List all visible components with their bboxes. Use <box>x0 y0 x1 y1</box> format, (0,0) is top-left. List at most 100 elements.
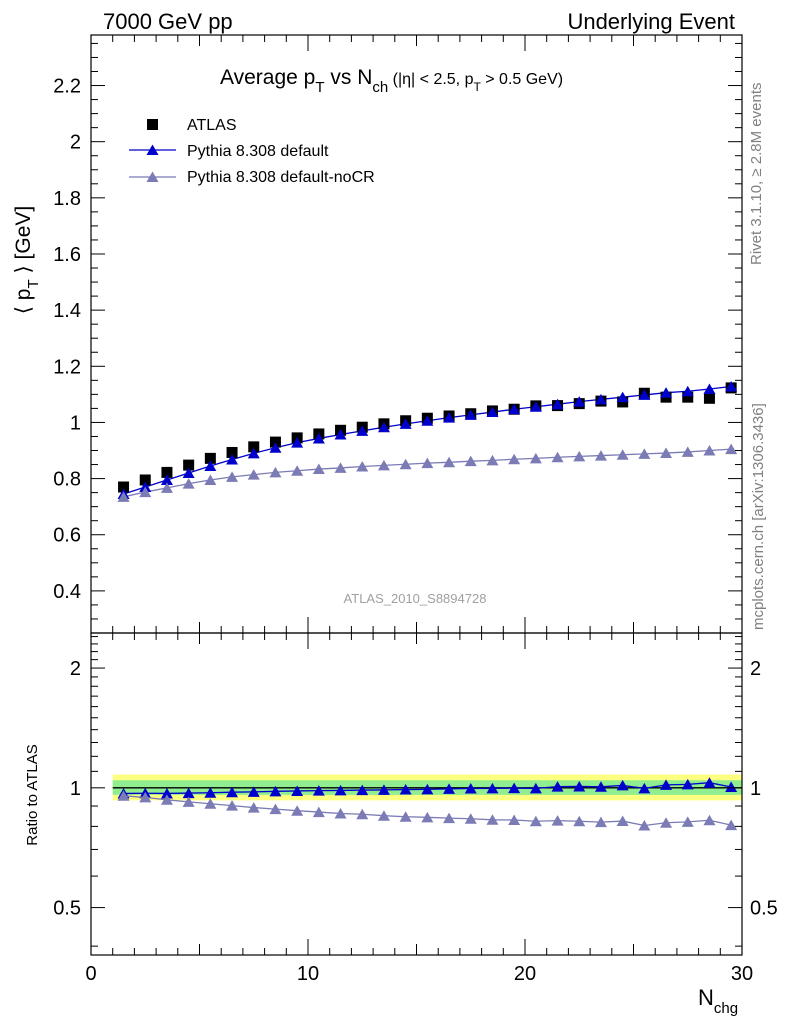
analysis-watermark: ATLAS_2010_S8894728 <box>344 591 487 606</box>
ratio-point-series-0 <box>725 781 738 792</box>
ratio-point-series-0 <box>638 782 651 794</box>
main-y-tick-label: 0.4 <box>53 581 81 603</box>
header-right-label: Underlying Event <box>567 9 735 34</box>
title-sub1: T <box>315 79 324 96</box>
main-point-atlas <box>183 459 195 471</box>
ratio-y-tick-label: 2 <box>70 658 81 680</box>
ratio-y-tick-label-right: 2 <box>750 658 761 680</box>
main-point-series-1 <box>312 432 325 444</box>
main-point-series-1 <box>551 398 564 410</box>
ratio-point-series-1 <box>616 815 629 827</box>
ratio-point-series-0 <box>486 782 499 794</box>
title-sub2: ch <box>372 79 388 96</box>
ratio-point-series-1 <box>312 806 325 818</box>
legend-marker-atlas <box>147 119 158 130</box>
ratio-point-series-1 <box>334 807 347 819</box>
main-point-atlas <box>248 441 260 453</box>
ratio-point-series-1 <box>486 814 499 825</box>
ratio-point-series-0 <box>356 784 369 796</box>
main-point-series-1 <box>594 393 607 405</box>
main-point-series-2 <box>117 491 130 502</box>
main-point-series-1 <box>638 389 651 400</box>
main-point-series-2 <box>529 452 542 464</box>
ratio-point-series-1 <box>139 791 152 803</box>
ratio-ticks <box>90 633 743 955</box>
main-point-series-1 <box>334 429 347 440</box>
legend-label-default: Pythia 8.308 default <box>187 143 329 160</box>
ratio-point-series-1 <box>291 805 304 816</box>
ratio-point-series-0 <box>529 782 542 794</box>
main-point-series-1 <box>443 412 456 423</box>
main-point-series-2 <box>681 446 694 457</box>
ratio-point-series-0 <box>182 787 195 799</box>
ratio-point-series-0 <box>269 785 282 797</box>
ratio-point-series-0 <box>464 783 477 794</box>
main-point-series-1 <box>725 381 738 392</box>
ratio-point-series-0 <box>660 779 673 790</box>
main-y-tick-label: 0.8 <box>53 469 81 491</box>
ratio-point-series-1 <box>182 796 195 807</box>
main-point-series-2 <box>638 448 651 459</box>
legend-marker-default <box>146 144 159 155</box>
ylabel-pre: ⟨ p <box>12 289 35 315</box>
ratio-point-series-0 <box>312 785 325 796</box>
main-point-atlas <box>161 466 173 478</box>
ratio-point-series-0 <box>247 786 260 797</box>
plot-title: Average pT vs Nch (|η| < 2.5, pT > 0.5 G… <box>220 66 563 96</box>
ratio-point-series-1 <box>594 816 607 828</box>
x-tick-label: 20 <box>514 963 536 985</box>
ratio-y-tick-label: 0.5 <box>53 898 81 920</box>
mcplots-label: mcplots.cern.ch [arXiv:1306.3436] <box>750 403 767 630</box>
main-point-series-2 <box>377 459 390 471</box>
main-point-series-1 <box>464 409 477 420</box>
main-point-atlas <box>226 446 238 458</box>
main-ticks <box>90 35 743 633</box>
ratio-point-series-1 <box>638 820 651 831</box>
main-y-axis-label: ⟨ pT ⟩ [GeV] <box>12 206 42 314</box>
title-cut2: > 0.5 GeV) <box>481 71 563 88</box>
header-left-label: 7000 GeV pp <box>103 9 233 34</box>
xlabel-sub: chg <box>714 1000 738 1017</box>
ratio-point-series-1 <box>160 794 173 805</box>
ratio-point-series-1 <box>464 813 477 824</box>
ratio-point-series-1 <box>269 803 282 815</box>
ratio-plot-area <box>112 774 742 831</box>
ratio-point-series-1 <box>117 790 130 801</box>
main-point-series-2 <box>291 465 304 476</box>
main-series-line-1 <box>123 385 732 495</box>
ratio-y-tick-label-right: 0.5 <box>750 898 778 920</box>
ratio-point-series-0 <box>160 787 173 799</box>
ratio-point-series-0 <box>399 784 412 795</box>
main-point-series-1 <box>529 401 542 412</box>
ratio-point-series-0 <box>573 780 586 792</box>
main-point-series-1 <box>160 474 173 485</box>
main-point-atlas <box>269 436 281 448</box>
main-point-series-1 <box>247 447 260 459</box>
main-point-series-2 <box>573 450 586 462</box>
main-point-atlas <box>682 391 694 403</box>
main-point-series-1 <box>703 383 716 395</box>
x-tick-label: 30 <box>731 963 753 985</box>
ratio-point-series-1 <box>725 819 738 831</box>
ratio-point-series-1 <box>356 808 369 820</box>
main-point-series-2 <box>421 457 434 469</box>
main-point-series-2 <box>725 443 738 455</box>
ylabel-sub: T <box>25 279 42 288</box>
ratio-y-axis-label: Ratio to ATLAS <box>24 744 41 845</box>
main-point-series-2 <box>269 466 282 478</box>
ratio-point-series-1 <box>551 815 564 826</box>
legend-label-nocr: Pythia 8.308 default-noCR <box>187 169 375 186</box>
main-y-tick-label: 1.8 <box>53 188 81 210</box>
main-y-tick-label: 1.2 <box>53 356 81 378</box>
main-point-series-1 <box>616 391 629 403</box>
main-point-atlas <box>204 452 216 464</box>
main-y-tick-label: 2 <box>70 132 81 154</box>
main-point-series-2 <box>486 454 499 466</box>
ratio-point-series-1 <box>247 802 260 813</box>
ratio-point-series-0 <box>594 781 607 792</box>
ratio-point-series-0 <box>377 784 390 795</box>
main-point-series-2 <box>356 461 369 472</box>
main-point-series-2 <box>312 463 325 475</box>
main-y-tick-label: 1 <box>70 412 81 434</box>
main-point-series-1 <box>226 453 239 465</box>
